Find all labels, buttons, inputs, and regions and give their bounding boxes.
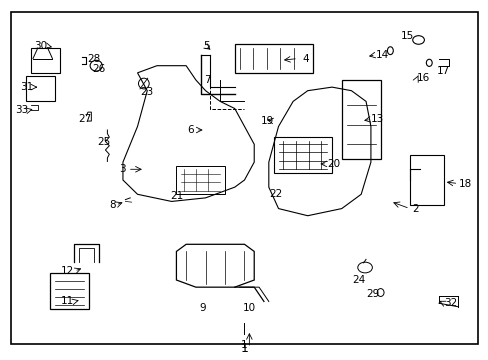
Text: 24: 24 — [351, 275, 365, 285]
Text: 29: 29 — [366, 289, 379, 299]
Text: 32: 32 — [443, 298, 456, 308]
Bar — [341, 80, 380, 158]
Text: 1: 1 — [241, 340, 247, 350]
Bar — [176, 166, 224, 194]
Text: 11: 11 — [61, 296, 74, 306]
Text: 18: 18 — [458, 179, 471, 189]
Text: 25: 25 — [97, 138, 111, 148]
Text: 22: 22 — [268, 189, 282, 199]
Text: 31: 31 — [20, 82, 33, 92]
Text: 10: 10 — [243, 303, 255, 313]
Text: 9: 9 — [200, 303, 206, 313]
Text: 23: 23 — [140, 87, 153, 98]
Text: 26: 26 — [92, 64, 105, 74]
Text: 17: 17 — [436, 66, 449, 76]
Text: 19: 19 — [260, 116, 273, 126]
Text: 27: 27 — [78, 114, 91, 124]
Text: 30: 30 — [34, 41, 47, 51]
Text: 7: 7 — [203, 75, 210, 85]
Bar — [234, 44, 312, 73]
Text: 20: 20 — [326, 159, 340, 169]
Text: 28: 28 — [87, 54, 100, 64]
Text: 3: 3 — [119, 164, 125, 174]
Text: 4: 4 — [302, 54, 309, 64]
Text: 1: 1 — [240, 342, 248, 355]
Text: 21: 21 — [170, 191, 183, 201]
Text: 12: 12 — [61, 266, 74, 276]
Bar — [26, 76, 55, 102]
Bar — [273, 137, 331, 173]
Bar — [50, 273, 89, 309]
Text: 6: 6 — [186, 125, 193, 135]
Text: 8: 8 — [109, 200, 116, 210]
Bar — [409, 155, 443, 205]
Text: 13: 13 — [370, 114, 384, 124]
Bar — [30, 48, 60, 73]
Text: 15: 15 — [400, 31, 413, 41]
Text: 14: 14 — [375, 50, 388, 60]
Text: 5: 5 — [203, 41, 209, 51]
Text: 33: 33 — [15, 105, 28, 115]
Text: 2: 2 — [411, 203, 418, 213]
Text: 16: 16 — [416, 73, 429, 83]
